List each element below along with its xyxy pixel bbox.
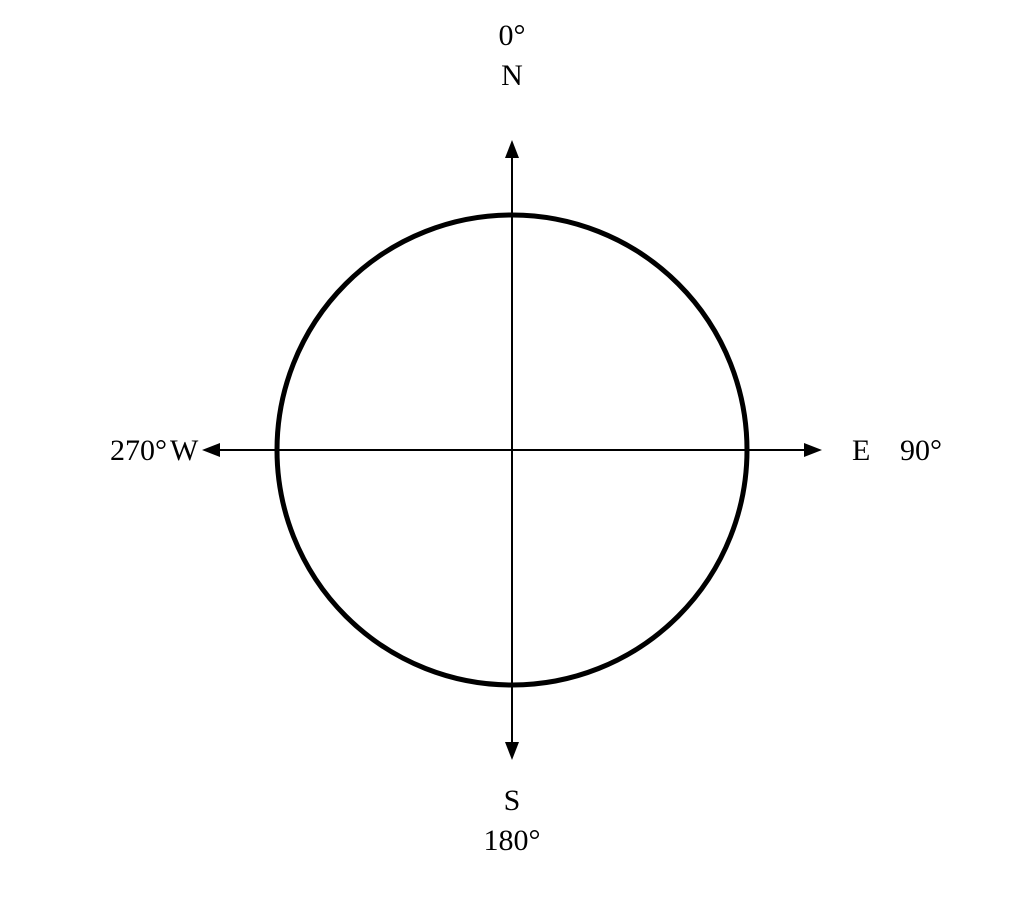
west-letter-label: W (170, 434, 199, 467)
north-arrowhead (505, 140, 519, 158)
west-angle-label: 270° (110, 434, 167, 467)
north-letter-label: N (501, 59, 523, 92)
south-letter-label: S (504, 784, 521, 817)
east-arrowhead (804, 443, 822, 457)
north-angle-label: 0° (499, 19, 526, 52)
west-arrowhead (202, 443, 220, 457)
compass-diagram: 0° N E 90° S 180° 270° W (0, 0, 1024, 899)
south-arrowhead (505, 742, 519, 760)
east-angle-label: 90° (900, 434, 942, 467)
south-angle-label: 180° (484, 824, 541, 857)
east-letter-label: E (852, 434, 870, 467)
